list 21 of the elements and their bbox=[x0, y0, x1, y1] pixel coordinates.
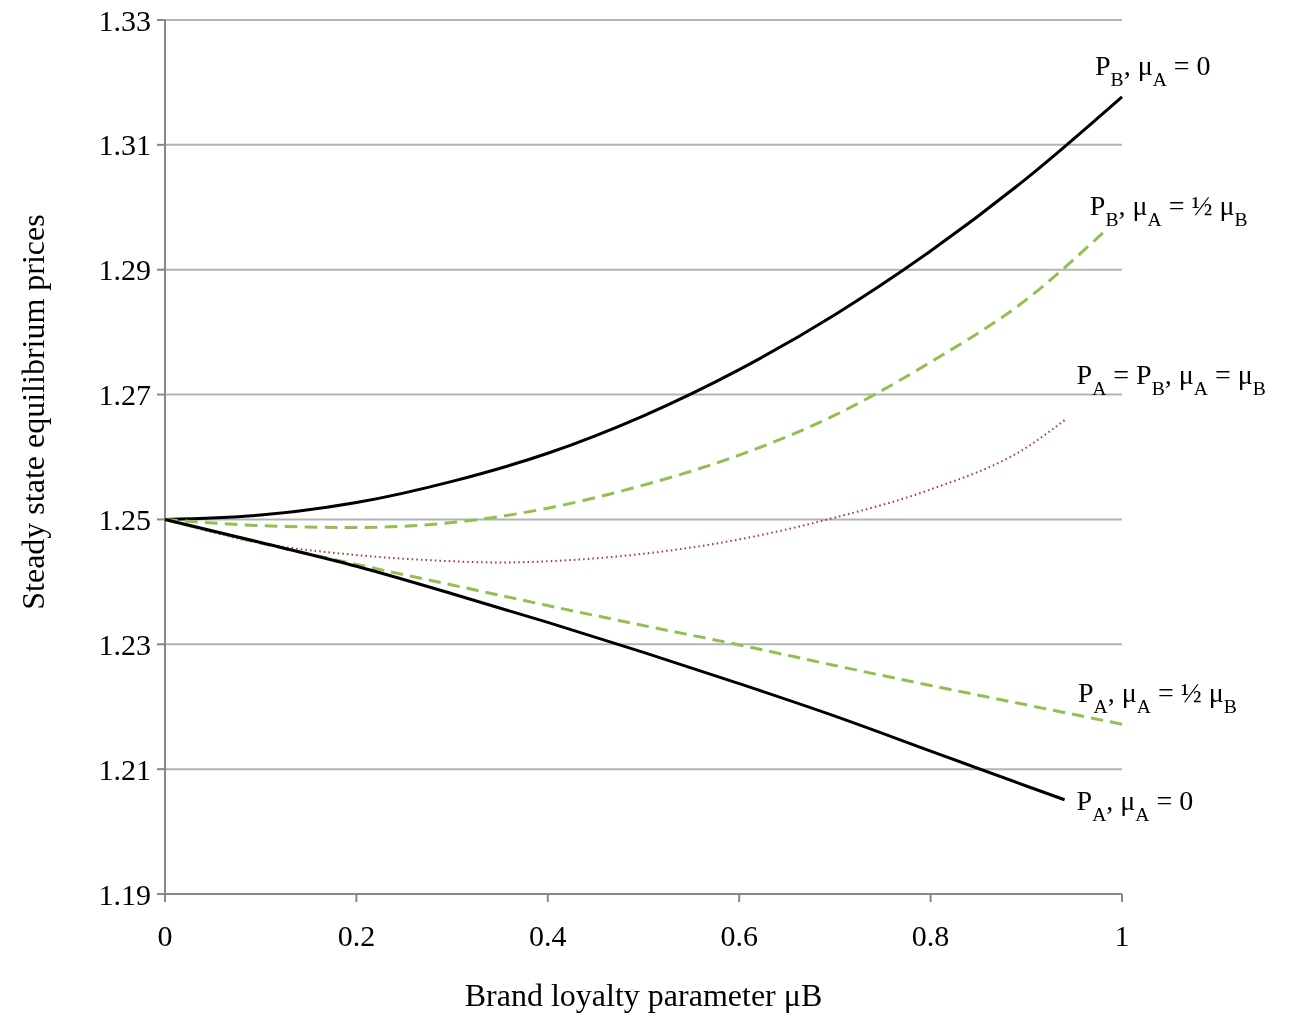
y-tick-label: 1.29 bbox=[98, 253, 151, 287]
y-tick-label: 1.27 bbox=[98, 378, 151, 412]
x-tick-label: 0.2 bbox=[337, 919, 376, 952]
series-label: P$_{A}$ = P$_{B}$, μ$_{A}$ = μ$_{B}$ bbox=[1076, 359, 1266, 399]
x-tick-label: 0.8 bbox=[911, 919, 950, 952]
y-tick-label: 1.25 bbox=[98, 502, 151, 536]
x-tick-label: 0.4 bbox=[529, 919, 567, 952]
x-tick-label: 1 bbox=[1114, 919, 1130, 952]
y-axis-title: Steady state equilibrium prices bbox=[15, 214, 51, 610]
x-tick-label: 0 bbox=[157, 919, 173, 952]
y-tick-label: 1.31 bbox=[98, 128, 151, 162]
series-label: P$_{A}$, μ$_{A}$ = 0 bbox=[1076, 784, 1194, 825]
series-label: P$_{B}$, μ$_{A}$ = ½ μ$_{B}$ bbox=[1089, 189, 1248, 230]
x-tick-label: 0.6 bbox=[720, 919, 758, 952]
y-tick-label: 1.21 bbox=[98, 752, 151, 786]
y-tick-label: 1.23 bbox=[98, 627, 151, 661]
y-tick-label: 1.33 bbox=[98, 3, 151, 37]
x-axis-title: Brand loyalty parameter μB bbox=[464, 977, 823, 1013]
y-tick-label: 1.19 bbox=[98, 877, 151, 911]
series-label: P$_{A}$, μ$_{A}$ = ½ μ$_{B}$ bbox=[1078, 677, 1237, 717]
series-label: P$_{B}$, μ$_{A}$ = 0 bbox=[1095, 49, 1211, 90]
